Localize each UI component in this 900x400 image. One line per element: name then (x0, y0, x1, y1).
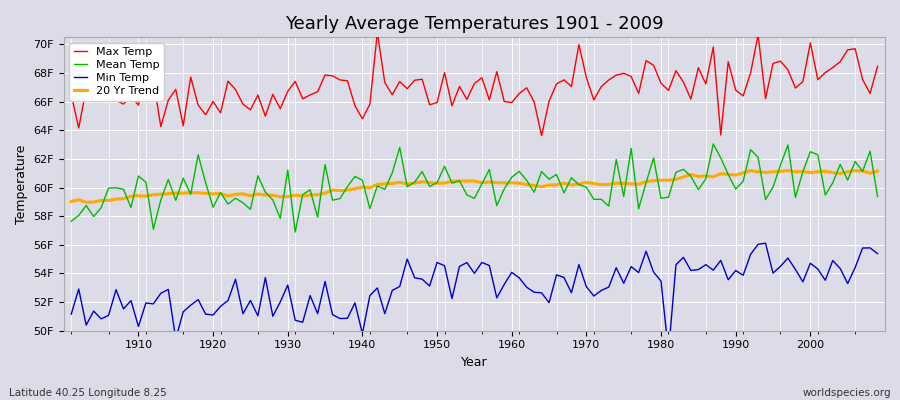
Max Temp (290, 79, 301, 84)
20 Yr Trend (81, 200, 92, 205)
Mean Temp (297, 192, 308, 197)
20 Yr Trend (514, 181, 525, 186)
Max Temp (536, 133, 547, 138)
Min Temp (290, 318, 301, 323)
Max Temp (507, 100, 517, 105)
Legend: Max Temp, Mean Temp, Min Temp, 20 Yr Trend: Max Temp, Mean Temp, Min Temp, 20 Yr Tre… (69, 43, 164, 100)
Mean Temp (708, 142, 719, 146)
Mean Temp (872, 194, 883, 199)
20 Yr Trend (66, 199, 77, 204)
Text: Latitude 40.25 Longitude 8.25: Latitude 40.25 Longitude 8.25 (9, 388, 166, 398)
Min Temp (663, 350, 674, 355)
Y-axis label: Temperature: Temperature (15, 144, 28, 224)
Min Temp (760, 241, 771, 246)
Min Temp (66, 312, 77, 316)
Min Temp (126, 298, 137, 303)
20 Yr Trend (133, 193, 144, 198)
20 Yr Trend (782, 168, 793, 173)
Mean Temp (342, 184, 353, 189)
Mean Temp (514, 169, 525, 174)
Line: Min Temp: Min Temp (71, 243, 878, 352)
Mean Temp (290, 230, 301, 234)
Max Temp (126, 94, 137, 98)
X-axis label: Year: Year (461, 356, 488, 369)
Min Temp (335, 316, 346, 321)
Max Temp (66, 92, 77, 97)
Min Temp (872, 251, 883, 256)
20 Yr Trend (872, 169, 883, 174)
Mean Temp (603, 204, 614, 208)
Line: 20 Yr Trend: 20 Yr Trend (71, 170, 878, 202)
Min Temp (507, 270, 517, 275)
20 Yr Trend (603, 182, 614, 187)
Title: Yearly Average Temperatures 1901 - 2009: Yearly Average Temperatures 1901 - 2009 (285, 15, 663, 33)
Min Temp (596, 288, 607, 293)
Max Temp (335, 78, 346, 82)
Max Temp (372, 30, 382, 35)
20 Yr Trend (297, 194, 308, 198)
Max Temp (514, 91, 525, 96)
Line: Mean Temp: Mean Temp (71, 144, 878, 232)
Mean Temp (507, 175, 517, 180)
Line: Max Temp: Max Temp (71, 33, 878, 136)
Mean Temp (126, 205, 137, 210)
Min Temp (499, 282, 509, 287)
20 Yr Trend (342, 188, 353, 192)
20 Yr Trend (507, 180, 517, 185)
Text: worldspecies.org: worldspecies.org (803, 388, 891, 398)
Max Temp (872, 64, 883, 69)
Max Temp (611, 73, 622, 78)
Mean Temp (66, 219, 77, 224)
